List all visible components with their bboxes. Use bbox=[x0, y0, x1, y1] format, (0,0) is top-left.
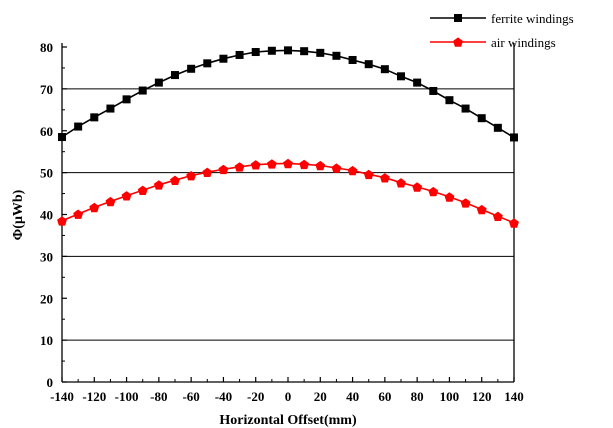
legend-marker bbox=[453, 37, 463, 47]
data-point bbox=[73, 209, 84, 219]
data-point bbox=[137, 185, 148, 195]
data-point bbox=[58, 133, 66, 142]
x-tick-label: -120 bbox=[82, 389, 106, 404]
x-tick-label: 80 bbox=[411, 389, 424, 404]
legend-marker bbox=[454, 14, 462, 22]
data-point bbox=[235, 50, 244, 59]
series-ferrite-windings bbox=[58, 46, 518, 142]
x-tick-label: 120 bbox=[472, 389, 492, 404]
series-air-windings bbox=[57, 158, 519, 228]
data-point bbox=[493, 123, 502, 132]
data-point bbox=[219, 54, 228, 63]
legend-label: ferrite windings bbox=[491, 11, 574, 26]
legend: ferrite windings air windings bbox=[430, 11, 574, 50]
data-point bbox=[284, 46, 292, 55]
data-point bbox=[138, 86, 147, 95]
data-point bbox=[186, 171, 197, 181]
y-axis-title: Φ(μWb) bbox=[11, 189, 26, 240]
data-point bbox=[492, 211, 503, 221]
data-point bbox=[461, 104, 470, 113]
data-point bbox=[397, 72, 405, 81]
data-point bbox=[121, 191, 132, 201]
data-point bbox=[187, 64, 196, 73]
data-point bbox=[250, 160, 261, 170]
y-tick-label: 20 bbox=[40, 291, 53, 306]
data-point bbox=[234, 162, 245, 172]
data-point bbox=[170, 175, 180, 185]
data-point bbox=[57, 216, 67, 226]
data-point bbox=[476, 204, 487, 215]
x-tick-label: -100 bbox=[115, 389, 139, 404]
x-tick-label: 100 bbox=[440, 389, 460, 404]
data-point bbox=[444, 192, 455, 202]
legend-label: air windings bbox=[491, 35, 556, 50]
y-tick-label: 30 bbox=[40, 249, 53, 264]
y-tick-label: 80 bbox=[40, 40, 53, 55]
data-point bbox=[460, 198, 471, 208]
data-point bbox=[477, 114, 486, 123]
data-point bbox=[347, 165, 358, 176]
data-point bbox=[202, 167, 213, 177]
data-point bbox=[300, 47, 309, 56]
data-point bbox=[315, 160, 326, 171]
data-point bbox=[429, 86, 438, 95]
data-point bbox=[396, 178, 406, 188]
data-point bbox=[348, 55, 357, 64]
data-point bbox=[90, 113, 99, 122]
data-point bbox=[380, 65, 389, 74]
data-point bbox=[332, 51, 341, 60]
x-tick-label: -140 bbox=[50, 389, 74, 404]
y-tick-label: 40 bbox=[40, 208, 53, 223]
x-axis-ticks: -140 -120 -100 -80 -60 -40 -20 0 20 40 60 80 100 120 1… bbox=[50, 377, 524, 404]
data-point bbox=[154, 78, 163, 87]
data-point bbox=[218, 164, 229, 175]
y-axis-ticks: 0 10 20 30 40 50 60 70 80 bbox=[40, 40, 67, 390]
x-tick-label: 60 bbox=[378, 389, 391, 404]
x-tick-label: -60 bbox=[182, 389, 199, 404]
series-line bbox=[61, 49, 515, 139]
x-tick-label: -20 bbox=[247, 389, 264, 404]
data-point bbox=[331, 163, 342, 173]
data-point bbox=[203, 59, 212, 68]
data-point bbox=[89, 202, 100, 213]
plot-frame bbox=[61, 43, 515, 383]
y-tick-label: 70 bbox=[40, 82, 53, 97]
x-axis-title: Horizontal Offset(mm) bbox=[219, 413, 357, 428]
data-point bbox=[363, 169, 374, 180]
grid-lines bbox=[62, 88, 514, 341]
series-layer bbox=[57, 46, 519, 228]
y-tick-label: 0 bbox=[47, 375, 54, 390]
data-point bbox=[413, 78, 422, 87]
data-point bbox=[510, 133, 518, 142]
data-point bbox=[106, 104, 115, 113]
data-point bbox=[153, 180, 164, 190]
x-tick-label: 0 bbox=[285, 389, 292, 404]
data-point bbox=[122, 95, 131, 104]
data-point bbox=[74, 122, 83, 131]
y-tick-label: 60 bbox=[40, 124, 53, 139]
data-point bbox=[105, 196, 116, 207]
data-point bbox=[445, 96, 454, 105]
data-point bbox=[379, 173, 390, 183]
data-point bbox=[364, 60, 373, 69]
data-point bbox=[283, 158, 293, 169]
data-point bbox=[299, 159, 310, 170]
data-point bbox=[412, 182, 423, 192]
data-point bbox=[267, 46, 276, 55]
data-point bbox=[316, 48, 325, 57]
x-tick-label: 20 bbox=[314, 389, 327, 404]
x-tick-label: 40 bbox=[346, 389, 359, 404]
data-point bbox=[171, 71, 179, 80]
x-tick-label: -40 bbox=[215, 389, 232, 404]
data-point bbox=[509, 218, 519, 228]
data-point bbox=[428, 186, 439, 197]
data-point bbox=[266, 159, 277, 169]
y-tick-label: 10 bbox=[40, 333, 53, 348]
y-tick-label: 50 bbox=[40, 166, 53, 181]
x-tick-label: -80 bbox=[150, 389, 167, 404]
x-tick-label: 140 bbox=[504, 389, 524, 404]
data-point bbox=[251, 48, 260, 57]
